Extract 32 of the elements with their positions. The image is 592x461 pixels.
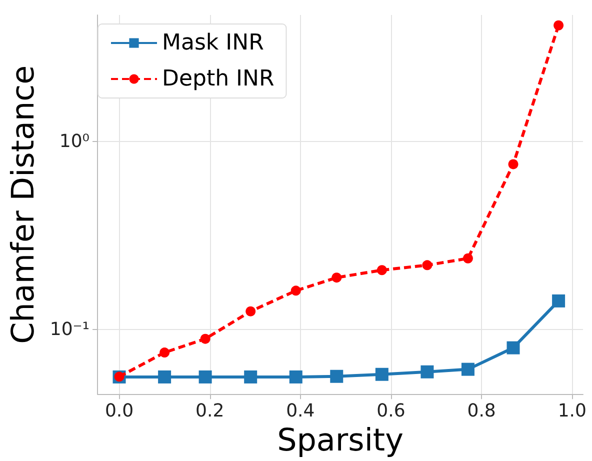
legend-label: Mask INR <box>162 30 264 56</box>
point <box>198 370 212 384</box>
point <box>508 159 518 170</box>
point <box>330 370 344 383</box>
point <box>200 334 210 344</box>
point <box>290 286 301 296</box>
point <box>554 20 564 30</box>
x-tick-label: 1.0 <box>558 400 586 422</box>
point <box>552 294 566 308</box>
point <box>462 253 473 264</box>
point <box>289 370 302 384</box>
x-axis-title: Sparsity <box>277 422 404 458</box>
point <box>332 272 342 283</box>
x-tick-label: 0.8 <box>467 400 496 422</box>
point <box>158 370 172 384</box>
point <box>246 306 256 316</box>
y-axis-title: Chamfer Distance <box>6 65 42 344</box>
y-tick-label: 10⁰ <box>59 130 90 152</box>
point <box>461 362 474 376</box>
point <box>160 348 170 358</box>
point <box>375 368 388 381</box>
x-tick-label: 0.4 <box>286 400 315 422</box>
x-tick-label: 0.0 <box>104 400 134 422</box>
point <box>420 365 434 378</box>
point <box>506 341 520 354</box>
point <box>376 265 387 276</box>
point <box>244 370 258 384</box>
legend-label: Depth INR <box>162 66 274 92</box>
x-tick-label: 0.6 <box>376 400 406 422</box>
y-tick-label: 10⁻¹ <box>50 319 90 340</box>
point <box>422 260 432 270</box>
x-tick-label: 0.2 <box>196 400 224 422</box>
